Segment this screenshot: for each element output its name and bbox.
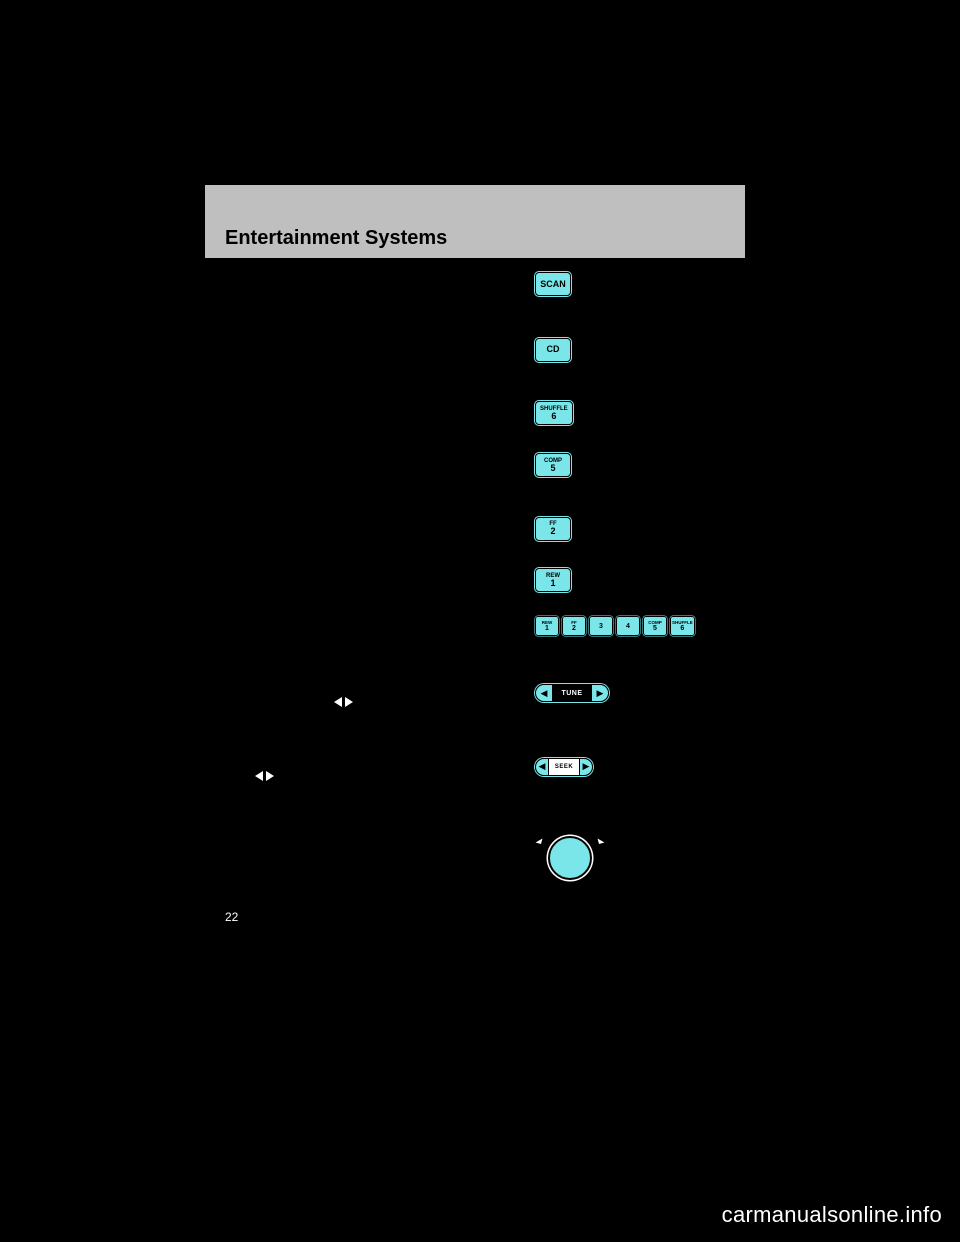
triangle-left-icon — [334, 697, 342, 707]
btn-col: SHUFFLE 6 — [535, 399, 725, 425]
btn-col: FF 2 — [535, 515, 725, 541]
item-scan-text: Scan: Press to hear a brief sampling of … — [225, 270, 519, 300]
item-ff-text: FF (Fast Forward): Press to advance with… — [225, 515, 519, 545]
triangle-left-icon — [255, 771, 263, 781]
item-tune-text: Tune: Press ◁ / ▷ to move down/up the fr… — [225, 682, 519, 712]
btn-col: ◀ SEEK ▶ — [535, 756, 725, 776]
seek-right-icon[interactable]: ▶ — [579, 758, 593, 776]
seek-left-icon[interactable]: ◀ — [535, 758, 549, 776]
item-comp: Compression: Brings soft and loud passag… — [225, 451, 725, 481]
cd-label: CD — [547, 345, 560, 354]
preset-button-4[interactable]: 4 — [616, 616, 640, 636]
preset-num: 3 — [599, 623, 603, 630]
item-cd: CD: Press to enter CD mode. If a CD is a… — [225, 336, 725, 366]
item-rew: REW (Rewind): Press to reverse within th… — [225, 566, 725, 592]
volume-knob[interactable] — [535, 826, 605, 882]
preset-button-3[interactable]: 3 — [589, 616, 613, 636]
rew-button[interactable]: REW 1 — [535, 568, 571, 592]
page-number: 22 — [205, 890, 745, 924]
ff-button[interactable]: FF 2 — [535, 517, 571, 541]
item-power: Power/Volume: Press to turn ON/OFF; turn… — [225, 824, 725, 882]
preset-button-6[interactable]: SHUFFLE6 — [670, 616, 695, 636]
preset-num: 1 — [545, 625, 549, 632]
page-title: Entertainment Systems — [225, 227, 725, 250]
btn-col: SCAN — [535, 270, 725, 296]
item-shuffle-text: Shuffle: Press to play tracks in random … — [225, 399, 519, 429]
item-tune: Tune: Press ◁ / ▷ to move down/up the fr… — [225, 682, 725, 712]
comp-num: 5 — [550, 464, 555, 473]
item-rew-text: REW (Rewind): Press to reverse within th… — [225, 566, 519, 581]
tune-text-part: Tune: Press ◁ / ▷ to move down/up the fr… — [225, 683, 509, 710]
preset-row: REW1FF2 3 4 COMP5SHUFFLE6 — [535, 616, 695, 636]
seek-label: SEEK — [549, 758, 579, 776]
item-ff: FF (Fast Forward): Press to advance with… — [225, 515, 725, 545]
item-shuffle: Shuffle: Press to play tracks in random … — [225, 399, 725, 429]
rew-num: 1 — [550, 579, 555, 588]
tune-left-icon[interactable]: ◀ — [535, 684, 553, 702]
knob-face[interactable] — [548, 836, 592, 880]
item-comp-text: Compression: Brings soft and loud passag… — [225, 451, 519, 481]
preset-num: 2 — [572, 625, 576, 632]
btn-col: REW 1 — [535, 566, 725, 592]
manual-page: Entertainment Systems Scan: Press to hea… — [205, 185, 745, 924]
btn-col: COMP 5 — [535, 451, 725, 477]
preset-button-1[interactable]: REW1 — [535, 616, 559, 636]
tune-label: TUNE — [553, 684, 591, 702]
preset-num: 4 — [626, 623, 630, 630]
preset-button-5[interactable]: COMP5 — [643, 616, 667, 636]
preset-num: 6 — [680, 625, 684, 632]
item-cd-text: CD: Press to enter CD mode. If a CD is a… — [225, 336, 519, 366]
ff-num: 2 — [550, 527, 555, 536]
triangle-right-icon — [266, 771, 274, 781]
watermark: carmanualsonline.info — [722, 1202, 942, 1228]
header-bar: Entertainment Systems — [205, 185, 745, 258]
triangle-right-icon — [345, 697, 353, 707]
shuffle-num: 6 — [551, 412, 556, 421]
btn-col: CD — [535, 336, 725, 362]
item-presets-text: Memory presets: Press and hold a preset … — [225, 614, 519, 644]
item-scan: Scan: Press to hear a brief sampling of … — [225, 270, 725, 300]
tune-right-icon[interactable]: ▶ — [591, 684, 609, 702]
item-power-text: Power/Volume: Press to turn ON/OFF; turn… — [225, 824, 519, 854]
preset-num: 5 — [653, 625, 657, 632]
tune-control[interactable]: ◀ TUNE ▶ — [535, 684, 609, 702]
scan-button[interactable]: SCAN — [535, 272, 571, 296]
comp-button[interactable]: COMP 5 — [535, 453, 571, 477]
item-seek: Seek: Press ◁ / ▷ to find the previous/n… — [225, 756, 725, 786]
seek-control[interactable]: ◀ SEEK ▶ — [535, 758, 593, 776]
cd-button[interactable]: CD — [535, 338, 571, 362]
shuffle-button[interactable]: SHUFFLE 6 — [535, 401, 573, 425]
item-seek-text: Seek: Press ◁ / ▷ to find the previous/n… — [225, 756, 519, 786]
content-area: Scan: Press to hear a brief sampling of … — [205, 258, 745, 882]
preset-button-2[interactable]: FF2 — [562, 616, 586, 636]
item-presets: Memory presets: Press and hold a preset … — [225, 614, 725, 644]
btn-col: ◀ TUNE ▶ — [535, 682, 725, 702]
btn-col: REW1FF2 3 4 COMP5SHUFFLE6 — [535, 614, 725, 636]
btn-col — [535, 824, 725, 882]
scan-label: SCAN — [540, 280, 566, 289]
